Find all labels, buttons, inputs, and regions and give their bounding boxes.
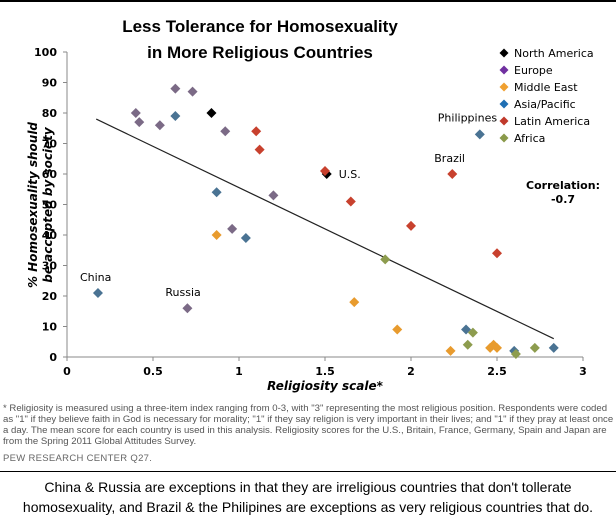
- y-tick-label: 90: [42, 77, 58, 90]
- legend-label-asia-pacific: Asia/Pacific: [514, 98, 576, 111]
- data-point-europe: [130, 108, 141, 118]
- legend-marker-asia-pacific: [499, 99, 509, 109]
- caption: China & Russia are exceptions in that th…: [22, 479, 594, 515]
- annotation-label: U.S.: [339, 168, 361, 181]
- y-tick-label: 20: [42, 290, 58, 303]
- data-point-middle-east: [349, 297, 360, 308]
- y-tick-label: 40: [42, 229, 58, 242]
- chart-title: Less Tolerance for Homosexuality in More…: [100, 14, 420, 66]
- x-tick-label: 0: [63, 365, 71, 378]
- legend-label-middle-east: Middle East: [514, 81, 578, 94]
- legend-marker-middle-east: [499, 82, 509, 92]
- y-tick-label: 100: [34, 46, 57, 59]
- chart-title-line2: in More Religious Countries: [147, 43, 373, 62]
- data-point-asia-pacific: [92, 287, 103, 298]
- data-point-middle-east: [445, 345, 456, 356]
- legend-marker-north-america: [499, 48, 509, 58]
- y-tick-label: 10: [42, 321, 58, 334]
- data-point-europe: [154, 120, 165, 131]
- annotation-label: Philippines: [438, 111, 498, 124]
- data-point-latin-america: [345, 196, 356, 207]
- x-tick-label: 2: [407, 365, 415, 378]
- data-point-asia-pacific: [211, 187, 222, 198]
- axes: 0 10 20 30 40 50 60 70 80 90 100 0 0.5 1 1.5 2 2.5 3: [34, 46, 587, 378]
- annotation-label: Brazil: [434, 152, 465, 165]
- data-point-latin-america: [406, 220, 416, 231]
- data-point-latin-america: [251, 126, 262, 137]
- legend-marker-africa: [499, 133, 509, 143]
- correlation-value: -0.7: [551, 193, 575, 206]
- legend-marker-latin-america: [499, 116, 509, 126]
- x-tick-label: 3: [579, 365, 587, 378]
- data-point-europe: [220, 126, 231, 137]
- top-border: [0, 0, 616, 2]
- legend-label-africa: Africa: [514, 132, 545, 145]
- y-axis-label-line1: % Homosexuality should: [26, 122, 40, 288]
- legend-label-europe: Europe: [514, 64, 553, 77]
- y-tick-label: 30: [42, 260, 58, 273]
- y-tick-label: 80: [42, 107, 58, 120]
- trendline-group: [95, 118, 555, 340]
- separator: [0, 471, 616, 472]
- x-axis-label: Religiosity scale*: [267, 379, 384, 393]
- data-point-latin-america: [320, 165, 330, 176]
- legend-marker-europe: [499, 65, 509, 75]
- data-point-asia-pacific: [170, 111, 181, 122]
- y-tick-label: 50: [42, 199, 58, 212]
- annotation-label: Russia: [165, 286, 200, 299]
- correlation-label: Correlation:: [526, 179, 600, 192]
- data-point-europe: [187, 86, 198, 97]
- y-axis-label-line2: be accepted by society: [41, 126, 55, 283]
- x-tick-label: 1: [235, 365, 243, 378]
- data-point-middle-east: [392, 324, 403, 335]
- data-points: [92, 83, 559, 359]
- data-point-latin-america: [447, 169, 458, 179]
- data-point-asia-pacific: [240, 233, 251, 244]
- scatter-chart: 0 10 20 30 40 50 60 70 80 90 100 0 0.5 1 1.5 2 2.5 3 Chin…: [26, 46, 600, 393]
- data-point-africa: [462, 339, 473, 350]
- annotations: China Russia U.S. Brazil Philippines: [80, 111, 497, 299]
- annotation-label: China: [80, 271, 111, 284]
- data-point-europe: [268, 190, 279, 201]
- data-point-latin-america: [254, 144, 265, 155]
- legend-label-latin-america: Latin America: [514, 115, 590, 128]
- source-note: PEW RESEARCH CENTER Q27.: [3, 453, 153, 464]
- y-tick-label: 0: [49, 351, 57, 364]
- data-point-africa: [529, 342, 540, 353]
- data-point-africa: [380, 254, 391, 265]
- chart-title-line1: Less Tolerance for Homosexuality: [122, 17, 398, 36]
- data-point-europe: [170, 83, 181, 94]
- data-point-latin-america: [492, 248, 502, 259]
- legend: North America Europe Middle East Asia/Pacif…: [499, 47, 594, 145]
- data-point-middle-east: [211, 230, 222, 240]
- data-point-europe: [182, 303, 193, 314]
- data-point-asia-pacific: [548, 342, 559, 353]
- data-point-europe: [134, 117, 145, 128]
- x-tick-label: 1.5: [315, 365, 335, 378]
- data-point-asia-pacific: [474, 129, 485, 140]
- data-point-africa: [510, 348, 521, 359]
- data-point-africa: [467, 327, 478, 338]
- data-point-middle-east: [492, 342, 502, 353]
- legend-label-north-america: North America: [514, 47, 594, 60]
- footnote: * Religiosity is measured using a three-…: [3, 403, 614, 447]
- data-point-europe: [227, 223, 238, 234]
- trendline: [95, 118, 555, 340]
- data-point-north-america: [206, 108, 217, 118]
- x-tick-label: 2.5: [487, 365, 507, 378]
- y-tick-label: 70: [42, 138, 58, 151]
- x-tick-label: 0.5: [143, 365, 163, 378]
- y-tick-label: 60: [42, 168, 58, 181]
